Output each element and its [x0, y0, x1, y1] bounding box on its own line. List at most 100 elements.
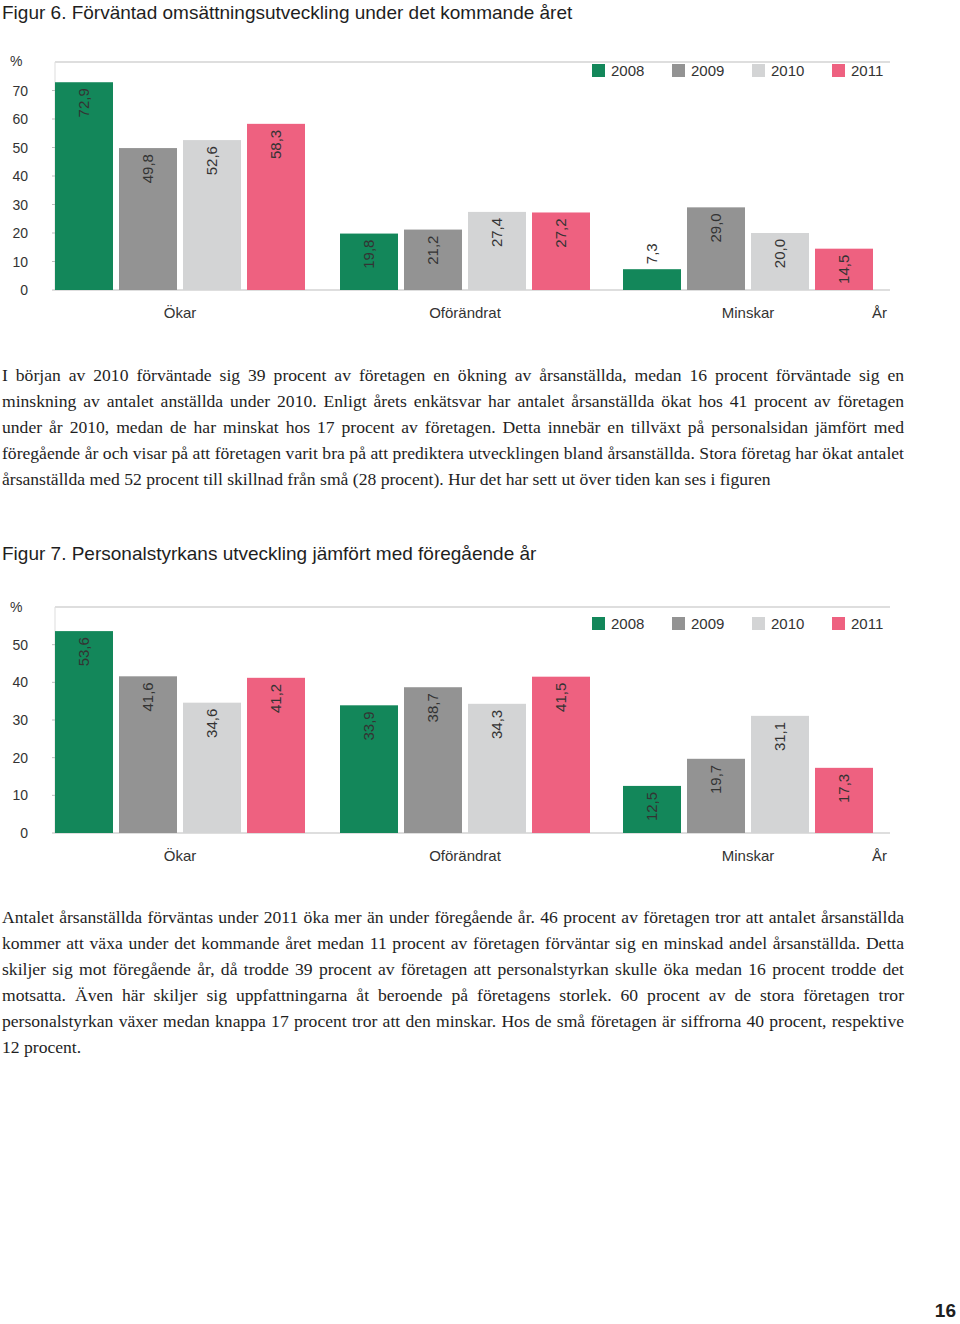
y-tick-label: 30	[12, 712, 28, 728]
data-label: 34,6	[203, 709, 220, 738]
legend-label: 2008	[611, 62, 644, 79]
y-tick	[52, 261, 55, 262]
bar	[468, 704, 526, 833]
x-axis-label: År	[872, 304, 887, 321]
data-labels: 72,949,852,658,319,821,227,427,27,329,02…	[75, 88, 852, 284]
data-label: 49,8	[139, 154, 156, 183]
data-label: 7,3	[643, 243, 660, 264]
paragraph: Antalet årsanställda förväntas under 201…	[2, 904, 904, 1060]
y-tick-label: 50	[12, 140, 28, 156]
y-tick	[52, 147, 55, 148]
x-axis-label: År	[872, 847, 887, 864]
data-label: 41,5	[552, 683, 569, 712]
bar	[183, 140, 241, 290]
category-label: Minskar	[722, 847, 775, 864]
y-tick-label: 60	[12, 111, 28, 127]
data-label: 52,6	[203, 146, 220, 175]
bar	[404, 687, 462, 833]
data-label: 17,3	[835, 774, 852, 803]
legend-swatch	[752, 64, 765, 77]
y-tick-label: 10	[12, 254, 28, 270]
y-axis-label: %	[10, 53, 22, 69]
data-label: 31,1	[771, 722, 788, 751]
chart-title: Figur 7. Personalstyrkans utveckling jäm…	[2, 543, 537, 564]
data-label: 41,2	[267, 684, 284, 713]
y-tick-label: 40	[12, 674, 28, 690]
y-tick	[52, 644, 55, 645]
y-tick-label: 20	[12, 750, 28, 766]
legend-swatch	[832, 617, 845, 630]
category-label: Oförändrat	[429, 304, 502, 321]
y-tick	[52, 290, 55, 291]
y-tick	[52, 119, 55, 120]
y-tick	[52, 233, 55, 234]
legend-label: 2008	[611, 615, 644, 632]
bar	[340, 234, 398, 290]
legend-swatch	[752, 617, 765, 630]
y-tick-label: 0	[20, 282, 28, 298]
bar	[404, 230, 462, 290]
paragraph: I början av 2010 förväntade sig 39 proce…	[2, 362, 904, 492]
legend-label: 2009	[691, 62, 724, 79]
legend-label: 2009	[691, 615, 724, 632]
data-label: 27,4	[488, 218, 505, 247]
bar	[687, 759, 745, 833]
bar	[623, 269, 681, 290]
bar	[119, 148, 177, 290]
chart: Figur 7. Personalstyrkans utveckling jäm…	[2, 543, 890, 864]
legend-label: 2011	[851, 615, 883, 632]
bar	[183, 703, 241, 833]
data-label: 20,0	[771, 239, 788, 268]
legend: 2008 2009 2010 2011	[592, 615, 883, 632]
legend-swatch	[832, 64, 845, 77]
y-tick	[52, 833, 55, 834]
legend: 2008200920102011	[592, 62, 883, 79]
y-tick-label: 20	[12, 225, 28, 241]
y-tick	[52, 90, 55, 91]
data-label: 58,3	[267, 130, 284, 159]
bar	[119, 676, 177, 833]
page: Figur 6. Förväntad omsättningsutveckling…	[0, 0, 960, 1324]
category-label: Ökar	[164, 304, 197, 321]
bar	[751, 233, 809, 290]
y-tick-label: 30	[12, 197, 28, 213]
y-axis-label: %	[10, 599, 22, 615]
data-label: 33,9	[360, 711, 377, 740]
legend-label: 2010	[771, 62, 804, 79]
data-label: 41,6	[139, 682, 156, 711]
data-label: 38,7	[424, 693, 441, 722]
data-label: 19,8	[360, 240, 377, 269]
bar	[623, 786, 681, 833]
bar	[815, 249, 873, 290]
data-label: 19,7	[707, 765, 724, 794]
y-tick-label: 10	[12, 787, 28, 803]
y-tick	[52, 682, 55, 683]
bar	[340, 705, 398, 833]
data-label: 53,6	[75, 637, 92, 666]
bars	[55, 82, 873, 290]
data-label: 29,0	[707, 213, 724, 242]
bar	[55, 82, 113, 290]
page-number: 16	[935, 1300, 956, 1322]
data-label: 14,5	[835, 255, 852, 284]
y-tick-label: 40	[12, 168, 28, 184]
bar	[815, 768, 873, 833]
data-labels: 53,641,634,641,233,938,734,341,512,519,7…	[75, 637, 852, 821]
y-tick	[52, 204, 55, 205]
chart: Figur 6. Förväntad omsättningsutveckling…	[2, 2, 890, 321]
data-label: 27,2	[552, 218, 569, 247]
data-label: 34,3	[488, 710, 505, 739]
legend-swatch	[592, 617, 605, 630]
bar	[468, 212, 526, 290]
bar	[687, 207, 745, 290]
category-label: Ökar	[164, 847, 197, 864]
category-label: Oförändrat	[429, 847, 502, 864]
bar	[532, 212, 590, 290]
legend-swatch	[592, 64, 605, 77]
y-tick-label: 70	[12, 83, 28, 99]
y-tick	[52, 757, 55, 758]
bar	[532, 677, 590, 833]
legend-label: 2010	[771, 615, 804, 632]
data-label: 21,2	[424, 236, 441, 265]
y-tick	[52, 795, 55, 796]
